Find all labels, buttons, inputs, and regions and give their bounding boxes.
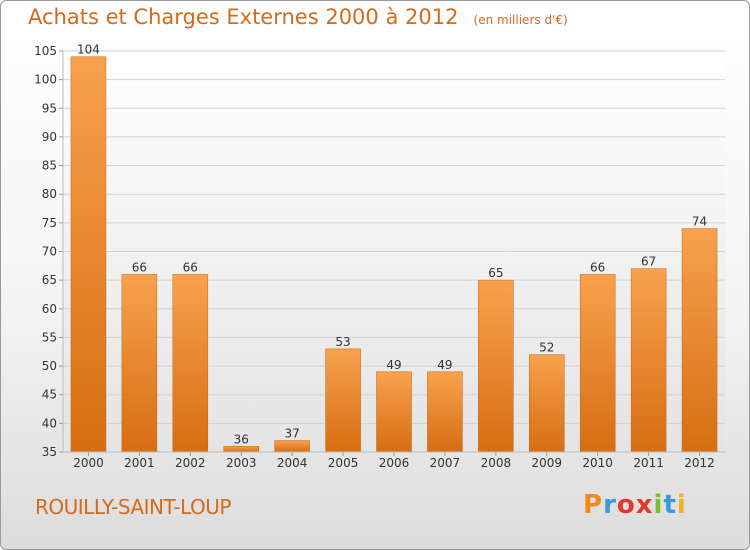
bar-value-label: 66: [132, 260, 147, 274]
y-tick-label: 95: [42, 101, 57, 115]
bar-value-label: 49: [386, 358, 401, 372]
bar-2000: [70, 56, 107, 453]
y-tick-label: 40: [42, 416, 57, 430]
y-tick-label: 85: [42, 159, 57, 173]
x-tick-label: 2003: [226, 456, 257, 470]
logo-letter: t: [663, 490, 677, 520]
bar-2012: [681, 228, 718, 453]
y-axis-ticks: 35 40 45 50 55 60 65 70 75 80 85 90 95 100 105: [34, 44, 63, 459]
logo-letter: i: [653, 490, 664, 520]
logo-letter: P: [583, 490, 604, 520]
y-tick-label: 70: [42, 245, 57, 259]
bar-value-label: 66: [590, 260, 605, 274]
chart-subtitle: (en milliers d'€): [473, 13, 568, 27]
y-tick-label: 105: [34, 44, 57, 58]
title-row: Achats et Charges Externes 2000 à 2012 (…: [28, 5, 568, 29]
bar-value-label: 104: [77, 43, 100, 57]
bar-2010: [579, 274, 616, 453]
bar-value-label: 36: [234, 432, 249, 446]
x-tick-label: 2004: [277, 456, 308, 470]
x-tick-label: 2002: [175, 456, 206, 470]
bar-2006: [376, 371, 412, 453]
bar-2007: [427, 371, 463, 453]
y-tick-label: 45: [42, 388, 57, 402]
bar-value-label: 49: [437, 358, 452, 372]
bar-2009: [529, 354, 565, 453]
x-tick-label: 2006: [379, 456, 410, 470]
y-tick-label: 65: [42, 273, 57, 287]
bar-2004: [274, 440, 310, 453]
bar-2003: [223, 446, 259, 453]
bar-value-label: 53: [335, 335, 350, 349]
bar-2002: [172, 274, 209, 453]
bar-value-label: 67: [641, 255, 656, 269]
bar-value-label: 66: [183, 260, 198, 274]
y-tick-label: 100: [34, 73, 57, 87]
y-tick-label: 50: [42, 359, 57, 373]
logo-letter: i: [676, 490, 687, 520]
bar-2008: [478, 279, 514, 453]
x-tick-label: 2001: [124, 456, 155, 470]
logo-letter: r: [603, 490, 617, 520]
y-tick-label: 90: [42, 130, 57, 144]
bar-2001: [121, 274, 158, 453]
bar-2011: [630, 268, 667, 453]
x-tick-label: 2000: [73, 456, 104, 470]
y-tick-label: 60: [42, 302, 57, 316]
bar-value-label: 74: [692, 215, 707, 229]
y-tick-label: 55: [42, 330, 57, 344]
logo-letter: x: [635, 490, 654, 520]
x-tick-label: 2012: [684, 456, 715, 470]
x-tick-label: 2008: [481, 456, 512, 470]
x-tick-label: 2005: [328, 456, 359, 470]
x-tick-label: 2010: [582, 456, 613, 470]
x-tick-label: 2007: [430, 456, 461, 470]
bars: 104 66 66 36 37 53 49 49 65 52 66 67 74: [70, 43, 718, 453]
x-tick-label: 2011: [633, 456, 664, 470]
x-axis-ticks: 2000 2001 2002 2003 2004 2005 2006 2007 2008 2009…: [73, 452, 715, 470]
chart-title: Achats et Charges Externes 2000 à 2012: [28, 5, 459, 29]
y-tick-label: 35: [42, 445, 57, 459]
bar-value-label: 65: [488, 266, 503, 280]
city-name: ROUILLY-SAINT-LOUP: [35, 495, 231, 519]
proxiti-logo: Proxiti: [583, 490, 687, 520]
bar-2005: [325, 348, 361, 453]
y-tick-label: 75: [42, 216, 57, 230]
logo-letter: o: [616, 490, 636, 520]
bar-value-label: 37: [285, 427, 300, 441]
bar-value-label: 52: [539, 341, 554, 355]
y-tick-label: 80: [42, 187, 57, 201]
x-tick-label: 2009: [531, 456, 562, 470]
